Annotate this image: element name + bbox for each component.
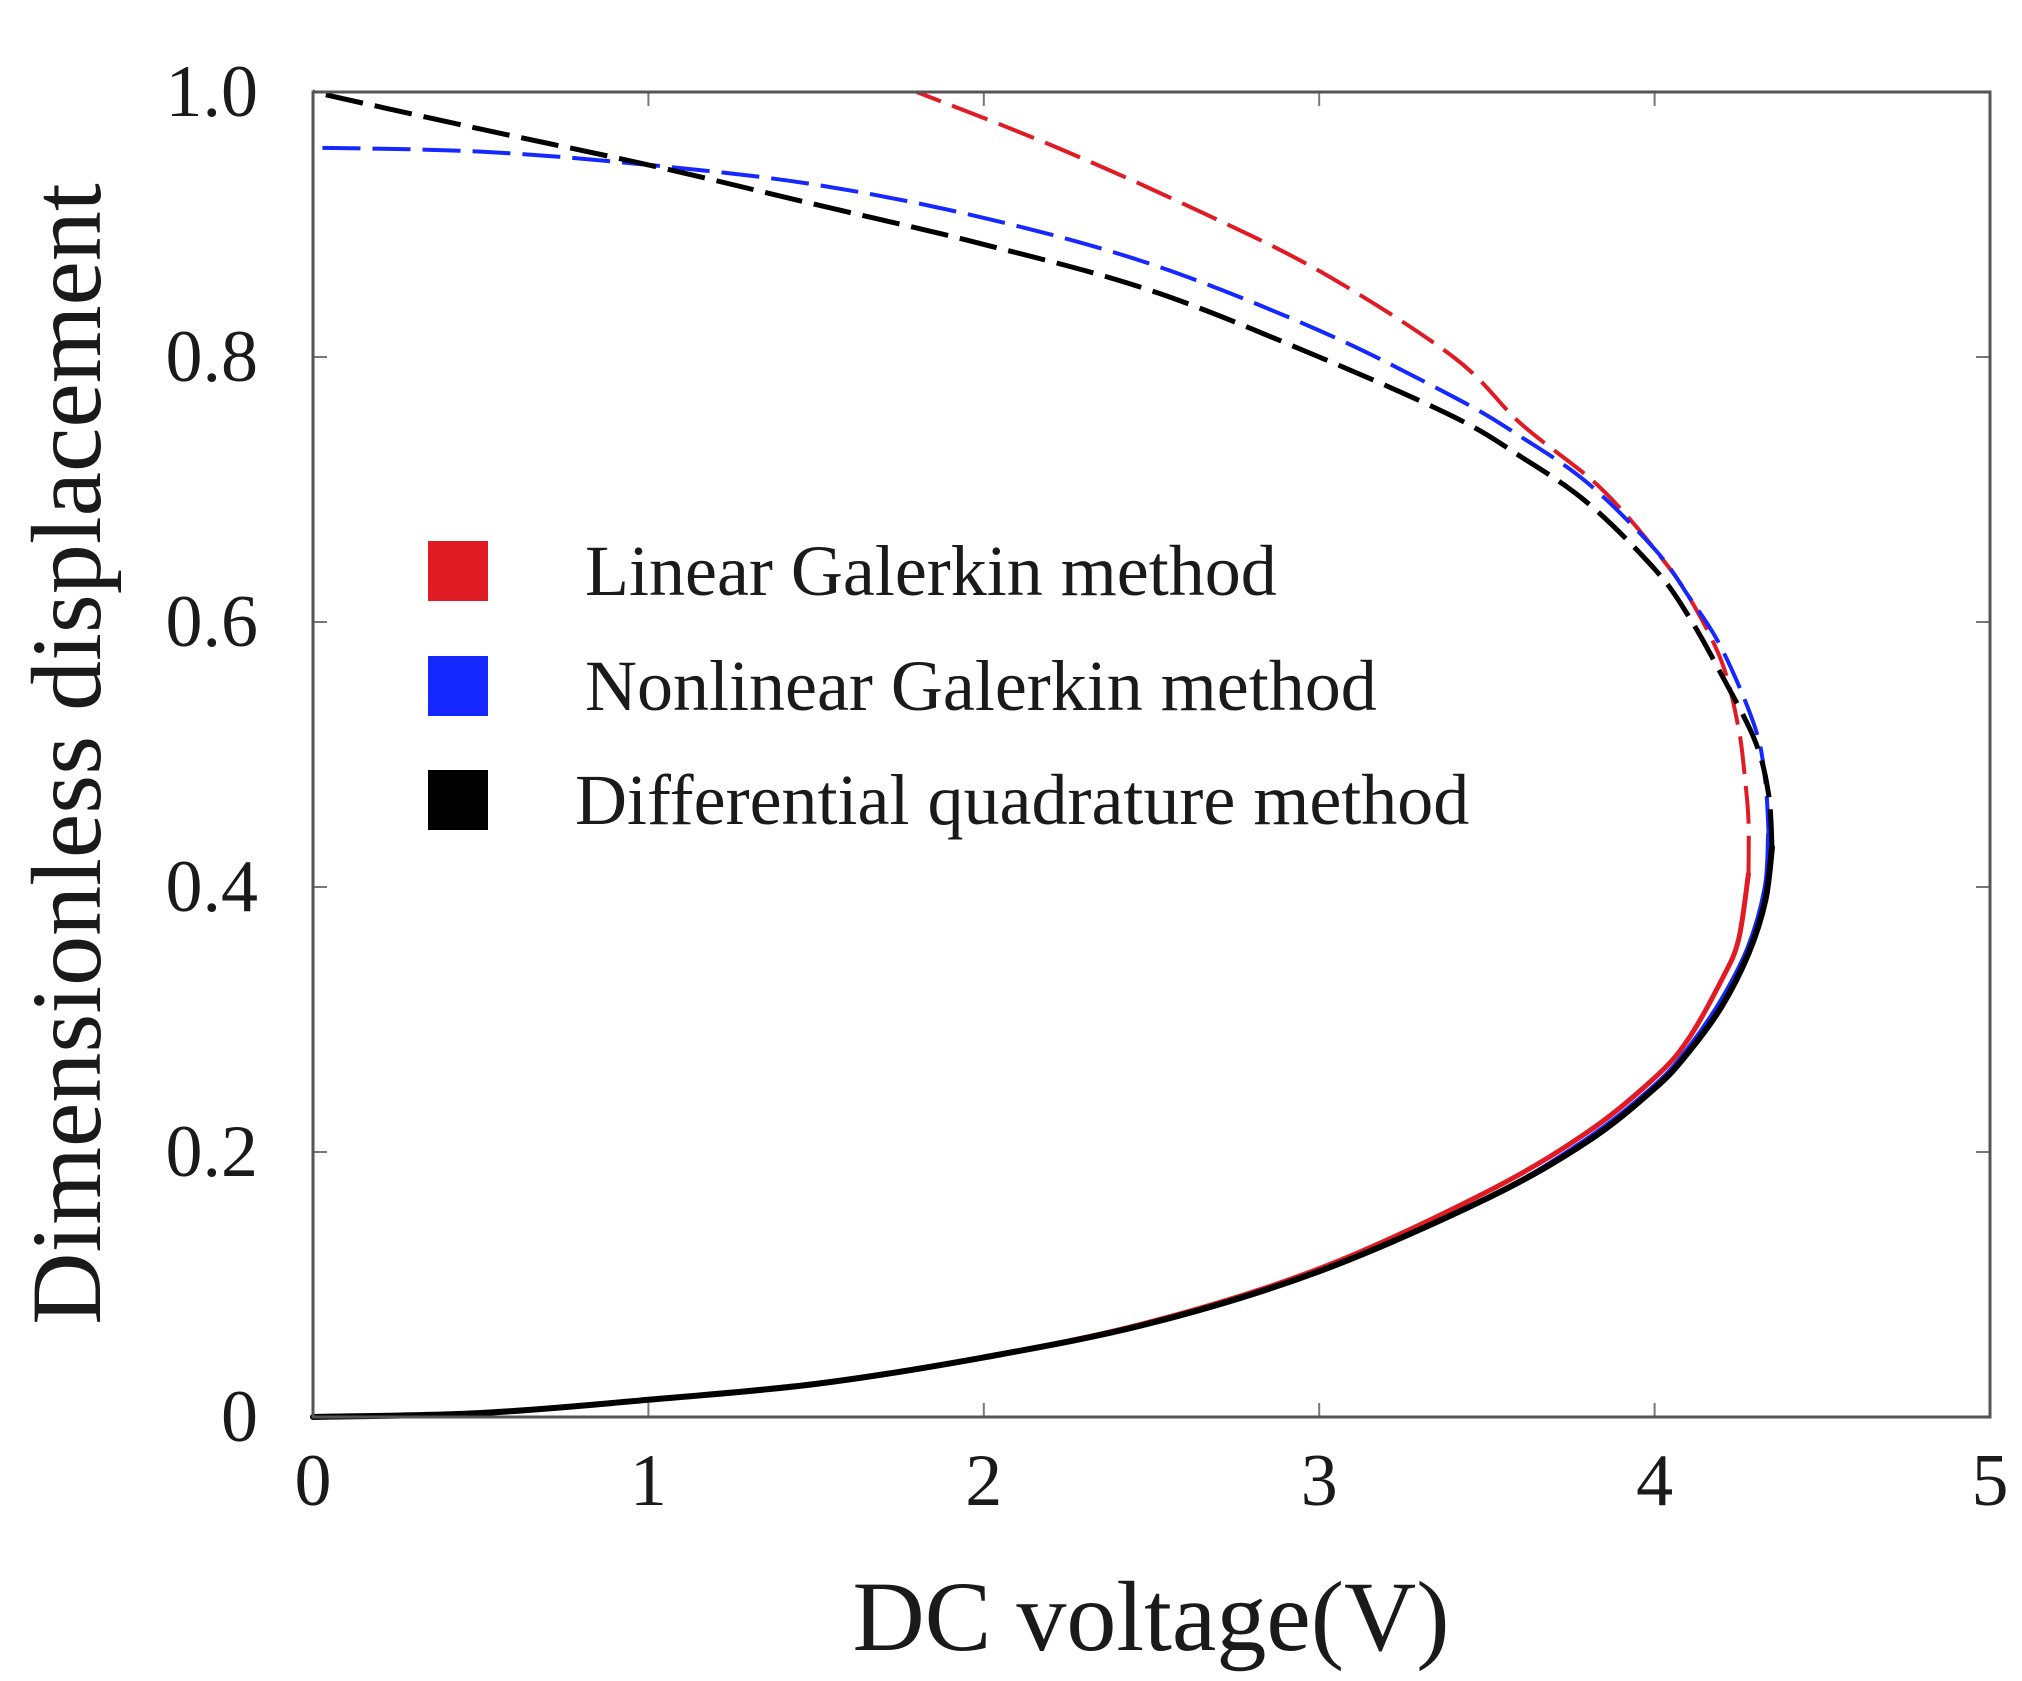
legend-swatch: [428, 541, 488, 601]
y-tick-label: 0.4: [166, 846, 259, 928]
series-line-unstable-0: [915, 90, 1751, 874]
series-line-stable-1: [310, 831, 1772, 1420]
y-axis-title: Dimensionless displacement: [11, 183, 122, 1325]
legend-swatch: [428, 770, 488, 830]
legend: Linear Galerkin method Nonlinear Galerkin…: [428, 531, 1469, 840]
legend-label: Differential quadrature method: [575, 760, 1469, 840]
y-tick-label: 0.6: [166, 581, 259, 663]
x-tick-label: 4: [1636, 1440, 1673, 1522]
plot-area-frame: [311, 90, 1992, 1419]
x-tick-label: 1: [630, 1440, 667, 1522]
x-axis-title: DC voltage(V): [852, 1561, 1449, 1672]
series-line-unstable-2: [312, 89, 1775, 848]
series-lines: [310, 89, 1775, 1420]
y-tick-label: 0.8: [166, 316, 259, 398]
tick-labels: 0 1 2 3 4 5 0 0.2 0.4 0.6 0.8 1.0: [166, 51, 2009, 1522]
series-line-stable-0: [310, 871, 1751, 1420]
series-line-unstable-1: [312, 145, 1771, 835]
x-tick-label: 5: [1972, 1440, 2009, 1522]
x-tick-label: 0: [295, 1440, 332, 1522]
legend-swatch: [428, 656, 488, 716]
y-tick-label: 0: [221, 1376, 258, 1458]
tick-marks: [312, 91, 1991, 1418]
y-tick-label: 0.2: [166, 1111, 259, 1193]
y-tick-label: 1.0: [166, 51, 259, 133]
legend-label: Linear Galerkin method: [585, 531, 1277, 611]
legend-label: Nonlinear Galerkin method: [585, 646, 1377, 726]
x-tick-label: 2: [965, 1440, 1002, 1522]
series-line-stable-2: [310, 844, 1775, 1420]
x-tick-label: 3: [1301, 1440, 1338, 1522]
